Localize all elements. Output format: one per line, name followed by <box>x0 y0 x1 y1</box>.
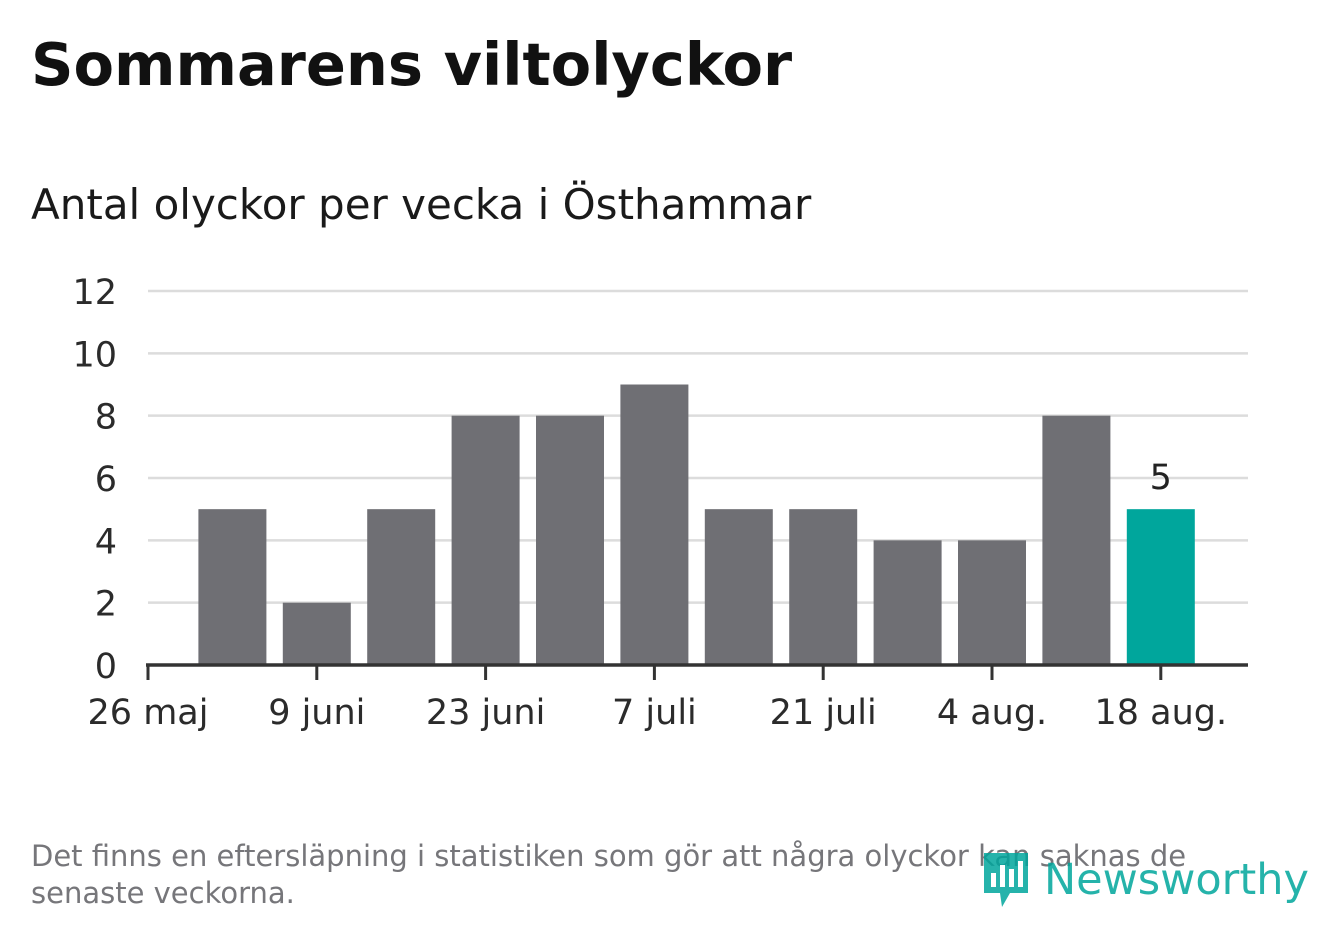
bars <box>198 384 1195 665</box>
x-tick-label: 18 aug. <box>1094 693 1227 733</box>
bar <box>367 509 436 665</box>
bar <box>620 384 689 665</box>
bar <box>958 540 1026 665</box>
y-tick-label: 2 <box>95 585 117 625</box>
chart-subtitle: Antal olyckor per vecka i Östhammar <box>31 180 812 229</box>
brand-name: Newsworthy <box>1044 855 1309 905</box>
x-tick-label: 9 juni <box>268 693 365 733</box>
x-axis <box>146 663 1248 680</box>
chart-title: Sommarens viltolyckor <box>31 30 793 99</box>
labels: 0 2 4 6 8 10 12 26 maj 9 juni 23 juni 7 juli 21 jul… <box>72 273 1227 733</box>
y-tick-label: 4 <box>95 522 117 562</box>
bar <box>873 540 942 665</box>
y-tick-label: 6 <box>95 460 117 500</box>
bar <box>536 415 604 665</box>
x-tick-label: 26 maj <box>88 693 209 733</box>
x-tick-label: 21 juli <box>770 693 877 733</box>
y-tick-label: 12 <box>72 273 117 313</box>
bar <box>282 602 351 665</box>
brand-logo[interactable]: Newsworthy <box>980 848 1309 912</box>
bar <box>198 509 267 665</box>
y-tick-label: 10 <box>72 335 117 375</box>
bar <box>789 509 858 665</box>
newsworthy-logo-icon <box>984 853 1028 907</box>
bar <box>704 509 773 665</box>
x-tick-label: 4 aug. <box>937 693 1047 733</box>
y-tick-label: 0 <box>95 647 117 687</box>
bar-highlighted <box>1126 509 1195 665</box>
bar <box>451 415 520 665</box>
y-tick-label: 8 <box>95 398 117 438</box>
data-label: 5 <box>1150 458 1172 498</box>
x-tick-label: 23 juni <box>426 693 545 733</box>
bar <box>1042 415 1111 665</box>
x-tick-label: 7 juli <box>612 693 697 733</box>
